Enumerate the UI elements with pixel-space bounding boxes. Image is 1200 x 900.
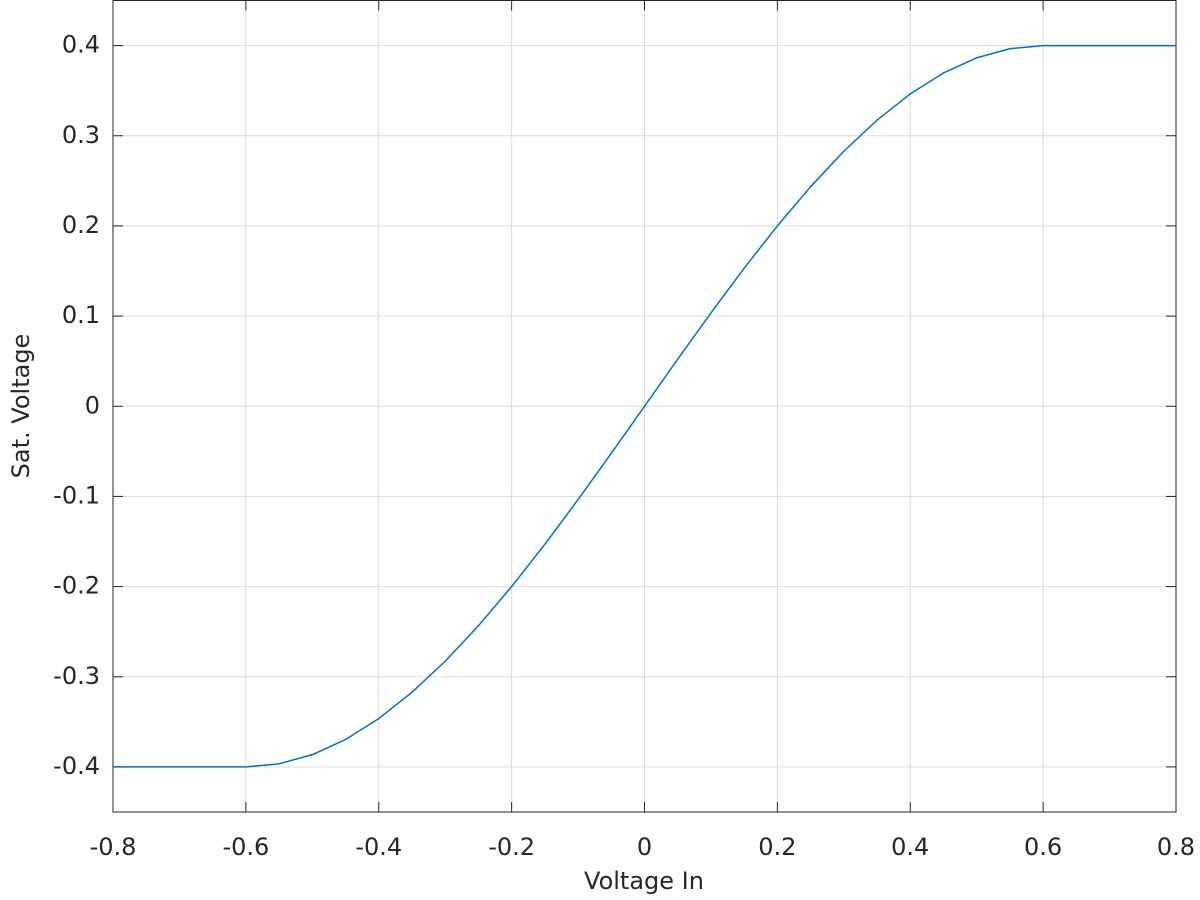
x-tick-label: 0.6 — [1024, 833, 1062, 861]
y-tick-label: -0.1 — [53, 481, 100, 509]
y-tick-label: 0.1 — [62, 301, 100, 329]
x-tick-label: -0.8 — [90, 833, 137, 861]
x-tick-label: -0.2 — [488, 833, 535, 861]
data-line — [113, 44, 1176, 768]
x-tick-label: -0.6 — [222, 833, 269, 861]
x-tick-label: 0.2 — [758, 833, 796, 861]
x-tick-label: 0 — [637, 833, 652, 861]
y-tick-label: 0.3 — [62, 121, 100, 149]
plot-frame — [112, 0, 1177, 813]
y-axis-label: Sat. Voltage — [7, 334, 35, 479]
y-tick-label: -0.2 — [53, 572, 100, 600]
x-tick-label: 0.8 — [1157, 833, 1195, 861]
y-tick-label: -0.4 — [53, 752, 100, 780]
y-tick-label: 0 — [85, 391, 100, 419]
y-tick-label: -0.3 — [53, 662, 100, 690]
y-tick-label: 0.4 — [62, 31, 100, 59]
y-tick-label: 0.2 — [62, 211, 100, 239]
x-axis-label: Voltage In — [584, 867, 704, 895]
x-tick-label: 0.4 — [891, 833, 929, 861]
x-tick-label: -0.4 — [355, 833, 402, 861]
